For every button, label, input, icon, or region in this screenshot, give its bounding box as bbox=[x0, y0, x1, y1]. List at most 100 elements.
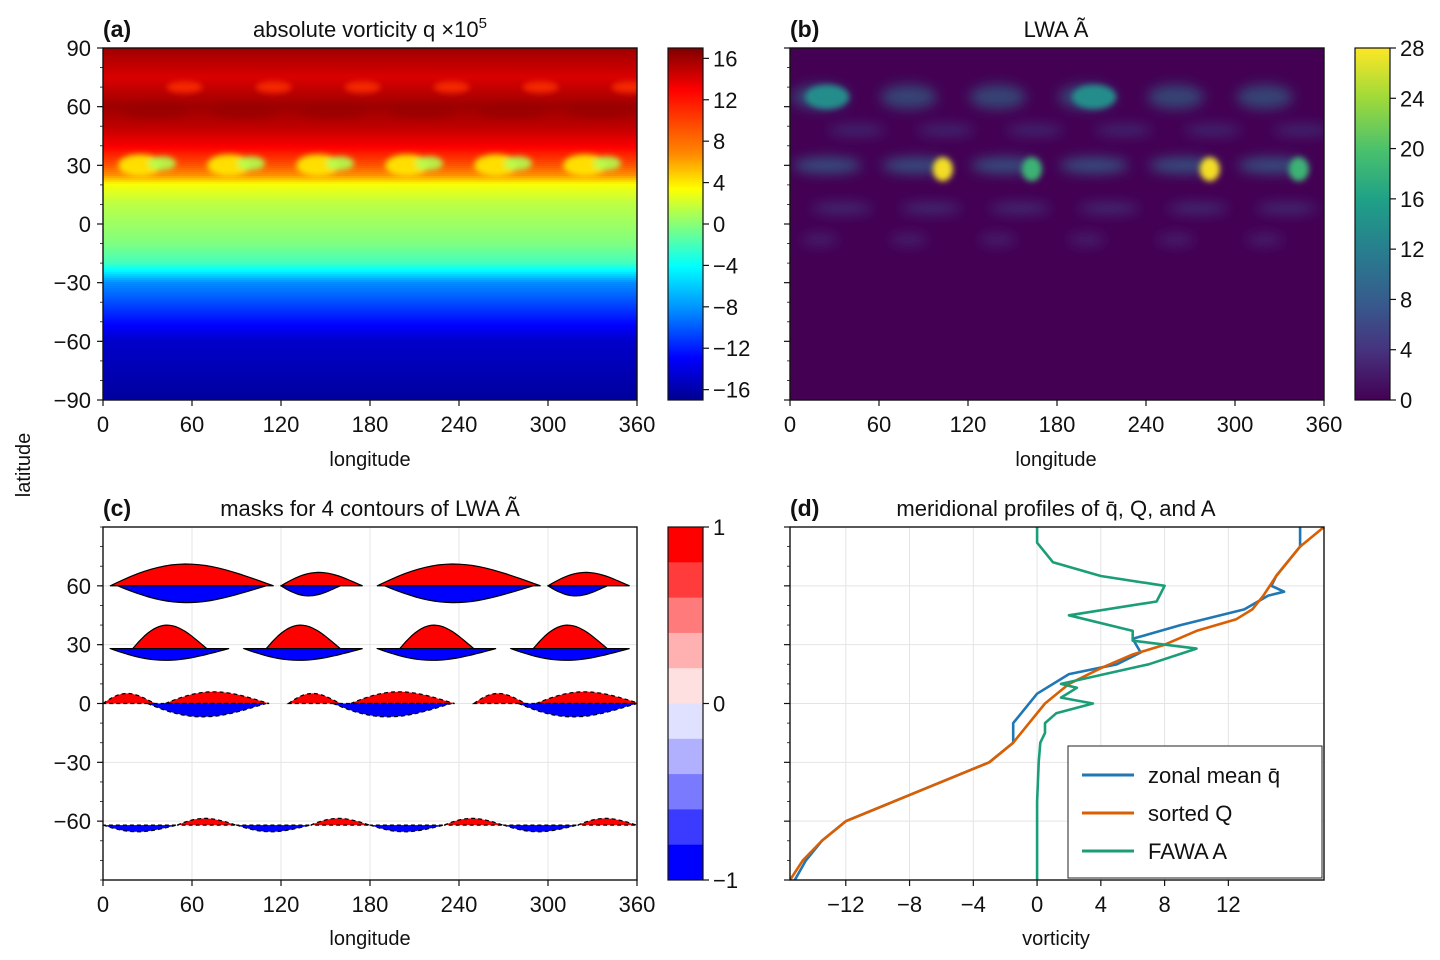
panel-a-vortex-core bbox=[415, 156, 444, 171]
panel-a-cbar-label: 4 bbox=[713, 171, 725, 196]
panel-a-band bbox=[103, 314, 637, 317]
panel-c-colorbar-segment bbox=[668, 809, 703, 846]
panel-a-letter: (a) bbox=[103, 16, 131, 42]
panel-a-band bbox=[103, 92, 637, 95]
panel-c-mask-positive bbox=[399, 624, 476, 650]
panel-a-cbar-label: 12 bbox=[713, 88, 737, 113]
panel-b-lwa-streak bbox=[1256, 203, 1317, 214]
panel-a-band bbox=[103, 280, 637, 283]
panel-b-cbar-label: 20 bbox=[1400, 137, 1424, 162]
panel-c-colorbar-segment bbox=[668, 632, 703, 669]
panel-c-mask-negative bbox=[369, 824, 445, 833]
panel-b-lwa-blob bbox=[1236, 84, 1293, 109]
panel-a-band bbox=[103, 284, 637, 287]
panel-c: (c) masks for 4 contours of LWA Ã 0 60 120… bbox=[54, 495, 738, 950]
panel-b-colorbar bbox=[1354, 47, 1391, 401]
panel-a-band bbox=[103, 118, 637, 121]
panel-a-band bbox=[103, 324, 637, 327]
panel-a-band bbox=[103, 398, 637, 400]
panel-a-band bbox=[103, 368, 637, 371]
panel-a-dark-filament bbox=[387, 102, 456, 119]
panel-a-band bbox=[103, 322, 637, 325]
panel-c-mask-positive bbox=[471, 692, 527, 705]
panel-c-colorbar-segment bbox=[668, 527, 703, 563]
panel-c-mask-negative bbox=[384, 585, 534, 604]
panel-d-xtick-label: −8 bbox=[897, 892, 922, 917]
panel-a-band bbox=[103, 126, 637, 129]
panel-a-band bbox=[103, 122, 637, 125]
panel-a-band bbox=[103, 252, 637, 255]
panel-a-cbar-label: 16 bbox=[713, 46, 737, 71]
panel-c-mask-negative bbox=[117, 585, 267, 604]
panel-b-title: LWA Ã bbox=[1024, 17, 1089, 42]
panel-a-band bbox=[103, 378, 637, 381]
panel-a-red-eddy bbox=[522, 81, 559, 94]
panel-a-band bbox=[103, 160, 637, 163]
legend-label: zonal mean q̄ bbox=[1148, 763, 1280, 788]
panel-c-colorbar-segment bbox=[668, 668, 703, 704]
panel-a-band bbox=[103, 64, 637, 67]
panel-a-xtick-label: 120 bbox=[263, 412, 300, 437]
panel-a-band bbox=[103, 332, 637, 335]
panel-a-band bbox=[103, 196, 637, 199]
panel-a-band bbox=[103, 240, 637, 243]
panel-c-mask-negative bbox=[109, 647, 230, 661]
panel-d-xtick-label: 0 bbox=[1031, 892, 1043, 917]
panel-a-band bbox=[103, 228, 637, 231]
panel-a-band bbox=[103, 222, 637, 225]
panel-a-ytick-label: −60 bbox=[54, 329, 91, 354]
panel-a-band bbox=[103, 346, 637, 349]
panel-a-band bbox=[103, 192, 637, 195]
panel-a-red-eddy bbox=[255, 81, 292, 94]
panel-a-band bbox=[103, 238, 637, 241]
panel-a-xlabel: longitude bbox=[329, 449, 410, 471]
panel-a-band bbox=[103, 380, 637, 383]
panel-c-ytick-label: 60 bbox=[67, 574, 91, 599]
panel-c-mask-positive bbox=[132, 624, 209, 650]
figure-ylabel: latitude bbox=[13, 433, 35, 498]
panel-a-band bbox=[103, 80, 637, 83]
panel-a-band bbox=[103, 328, 637, 331]
panel-b-hotspot bbox=[1199, 157, 1220, 182]
panel-a-band bbox=[103, 200, 637, 203]
panel-a-band bbox=[103, 242, 637, 245]
panel-a-band bbox=[103, 326, 637, 329]
panel-c-ytick-label: −60 bbox=[54, 809, 91, 834]
panel-a-band bbox=[103, 130, 637, 133]
panel-a-band bbox=[103, 318, 637, 321]
panel-a-band bbox=[103, 204, 637, 207]
panel-a-ytick-label: −30 bbox=[54, 271, 91, 296]
panel-d: (d) meridional profiles of q̄, Q, and A … bbox=[784, 495, 1325, 950]
panel-a-band bbox=[103, 374, 637, 377]
panel-a-band bbox=[103, 236, 637, 239]
panel-c-mask-positive bbox=[103, 692, 156, 705]
panel-a-band bbox=[103, 218, 637, 221]
panel-a-band bbox=[103, 146, 637, 149]
panel-a-band bbox=[103, 214, 637, 217]
panel-a-band bbox=[103, 310, 637, 313]
panel-b-lwa-streak bbox=[890, 234, 927, 245]
panel-a-band bbox=[103, 50, 637, 53]
panel-c-mask-positive bbox=[350, 691, 455, 705]
panel-a-band bbox=[103, 334, 637, 337]
panel-b-xtick-label: 60 bbox=[867, 412, 891, 437]
panel-a-band bbox=[103, 178, 637, 181]
panel-a-colorbar bbox=[667, 47, 704, 401]
panel-a-band bbox=[103, 390, 637, 393]
panel-a-cbar-label: 8 bbox=[713, 129, 725, 154]
panel-c-mask-negative bbox=[376, 647, 497, 661]
panel-c-xtick-label: 120 bbox=[263, 892, 300, 917]
panel-b-cbar-label: 4 bbox=[1400, 338, 1412, 363]
panel-a-red-eddy bbox=[433, 81, 470, 94]
panel-a-band bbox=[103, 336, 637, 339]
legend-label: sorted Q bbox=[1148, 801, 1232, 826]
panel-a-band bbox=[103, 76, 637, 79]
panel-a-dark-filament bbox=[565, 102, 634, 119]
panel-b-cbar-label: 12 bbox=[1400, 237, 1424, 262]
panel-c-xtick-label: 360 bbox=[619, 892, 656, 917]
panel-c-colorbar-segment bbox=[668, 703, 703, 740]
panel-c-mask-negative bbox=[332, 702, 452, 718]
panel-c-mask-negative bbox=[518, 702, 637, 718]
panel-a-band bbox=[103, 124, 637, 127]
panel-a-dark-filament bbox=[298, 102, 367, 119]
